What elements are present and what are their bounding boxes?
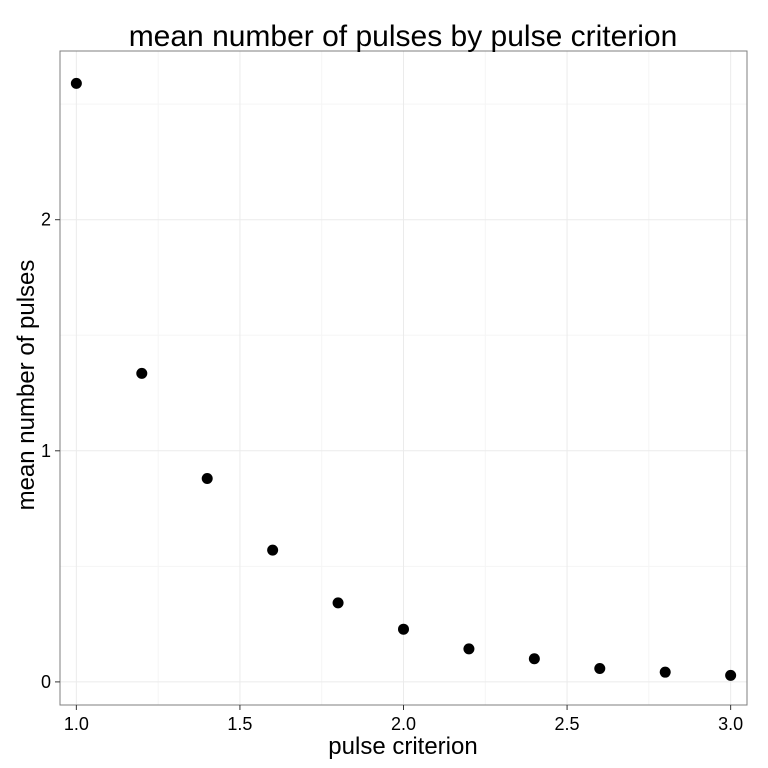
data-point [332,597,344,609]
data-point [267,544,279,556]
y-tick-label: 2 [41,210,51,230]
y-axis-ticks: 0 1 2 [41,210,60,692]
data-point [70,77,82,89]
x-axis-ticks: 1.0 1.5 2.0 2.5 3.0 [64,705,743,734]
x-tick-label: 2.5 [555,714,580,734]
x-tick-label: 1.0 [64,714,89,734]
y-tick-label: 0 [41,672,51,692]
data-points [70,77,737,681]
data-point [594,662,606,674]
data-point [398,623,409,635]
data-point [725,669,737,681]
y-tick-label: 1 [41,441,51,461]
y-axis-label: mean number of pulses [13,260,40,511]
data-point [463,643,475,655]
chart-title: mean number of pulses by pulse criterion [129,20,678,53]
x-tick-label: 3.0 [718,714,743,734]
data-point [659,666,671,678]
major-gridlines [60,51,747,705]
x-tick-label: 1.5 [227,714,252,734]
data-point [528,653,540,665]
data-point [136,367,148,379]
data-point [201,473,213,485]
x-tick-label: 2.0 [391,714,416,734]
x-axis-label: pulse criterion [328,733,477,760]
